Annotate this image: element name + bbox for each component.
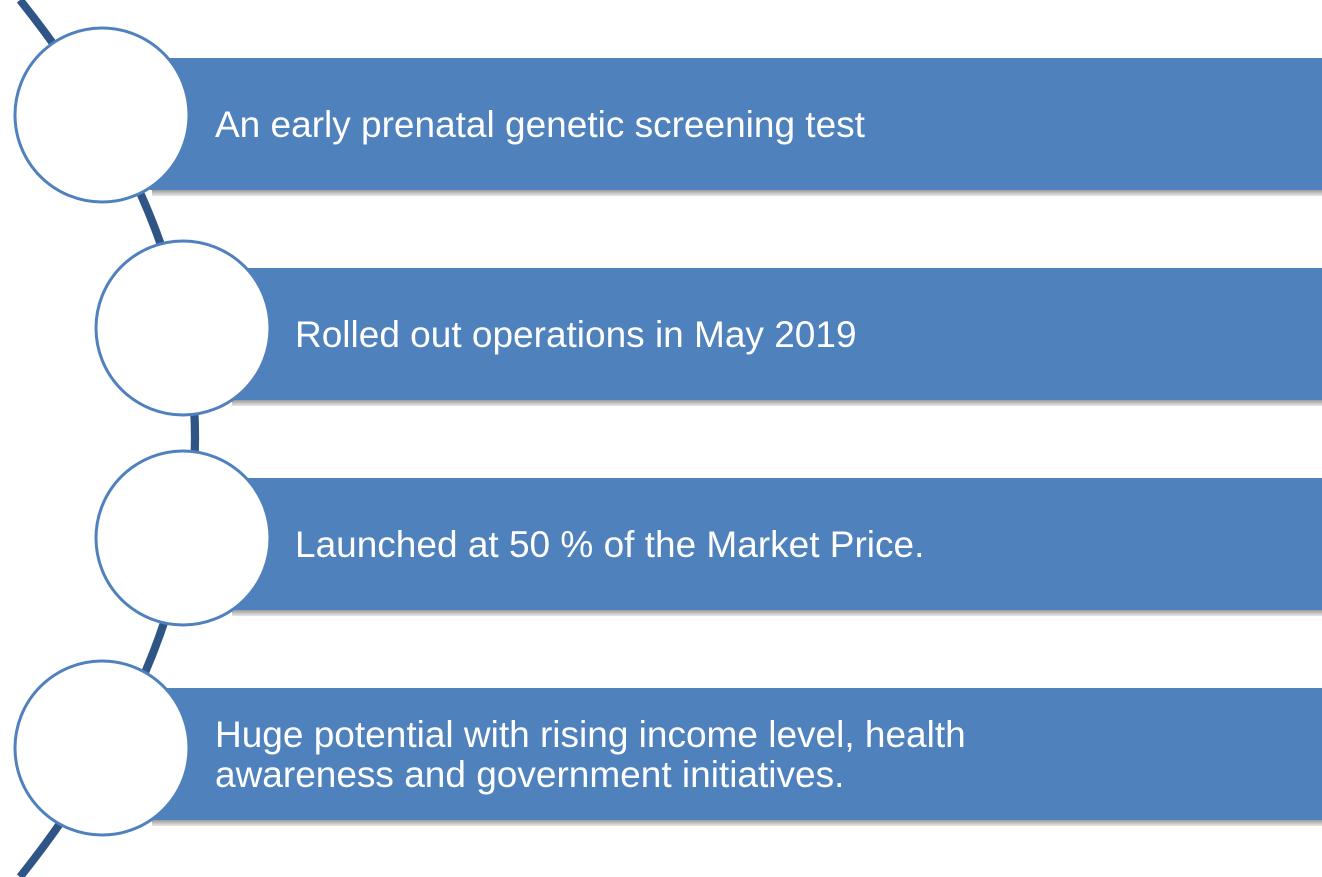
item-text: An early prenatal genetic screening test	[215, 104, 866, 145]
bar-shadow	[152, 820, 1322, 826]
list-item: Rolled out operations in May 2019	[230, 268, 1322, 406]
bullet-circle	[13, 26, 191, 204]
item-text: awareness and government initiatives.	[215, 754, 844, 795]
bar	[150, 58, 1322, 190]
bar-shadow	[232, 610, 1322, 616]
bullet-circle	[13, 659, 191, 837]
bar	[230, 478, 1322, 610]
item-text: Huge potential with rising income level,…	[215, 714, 966, 755]
bullet-circle	[94, 239, 272, 417]
bullet-circle	[94, 449, 272, 627]
list-item: Huge potential with rising income level,…	[150, 688, 1322, 826]
list-item: An early prenatal genetic screening test	[150, 58, 1322, 196]
item-text: Launched at 50 % of the Market Price.	[295, 524, 924, 565]
item-text: Rolled out operations in May 2019	[295, 314, 857, 355]
bar-shadow	[152, 190, 1322, 196]
bar	[150, 688, 1322, 820]
bar	[230, 268, 1322, 400]
bar-shadow	[232, 400, 1322, 406]
list-item: Launched at 50 % of the Market Price.	[230, 478, 1322, 616]
